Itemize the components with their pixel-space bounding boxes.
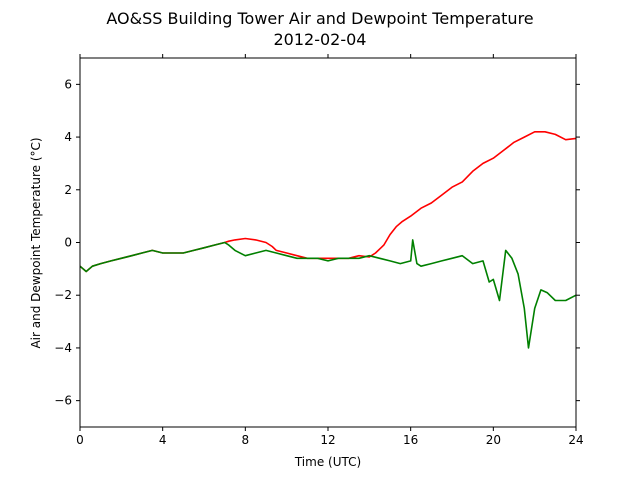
- x-tick-label: 0: [76, 433, 84, 447]
- x-tick-label: 8: [242, 433, 250, 447]
- y-tick-label: 4: [64, 130, 72, 144]
- chart-subtitle: 2012-02-04: [274, 30, 367, 49]
- x-tick-label: 4: [159, 433, 167, 447]
- chart-title: AO&SS Building Tower Air and Dewpoint Te…: [106, 9, 533, 28]
- x-tick-label: 12: [320, 433, 335, 447]
- y-tick-label: −2: [54, 288, 72, 302]
- y-tick-label: −4: [54, 341, 72, 355]
- x-axis-label: Time (UTC): [294, 455, 361, 469]
- y-tick-label: 2: [64, 183, 72, 197]
- y-axis-label: Air and Dewpoint Temperature (°C): [29, 137, 43, 348]
- y-tick-label: −6: [54, 394, 72, 408]
- series-line-2: [79, 239, 577, 349]
- x-tick-label: 24: [568, 433, 583, 447]
- y-tick-label: 0: [64, 236, 72, 250]
- y-tick-label: 6: [64, 77, 72, 91]
- x-tick-label: 16: [403, 433, 418, 447]
- x-tick-label: 20: [486, 433, 501, 447]
